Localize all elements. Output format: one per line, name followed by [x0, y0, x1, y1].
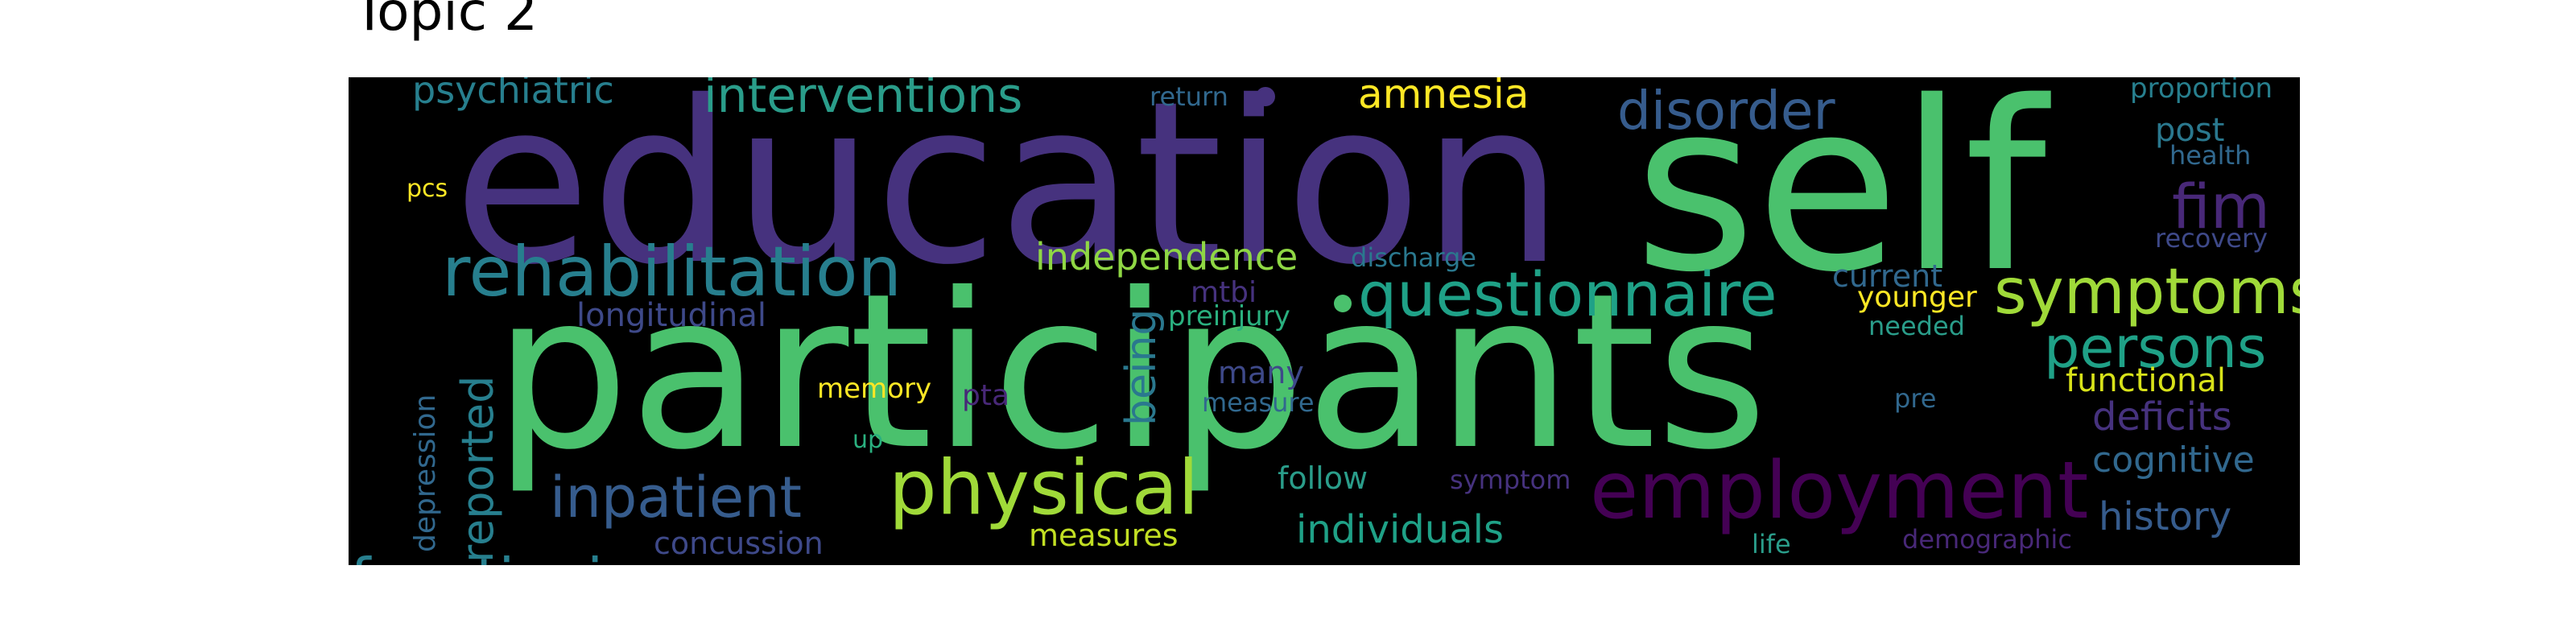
- word: recovery: [2155, 223, 2268, 254]
- word: health: [2169, 140, 2252, 171]
- word: questionnaire: [1358, 258, 1777, 330]
- word: rehabilitation: [442, 232, 902, 312]
- word: fim: [2172, 171, 2270, 242]
- word: pre: [1894, 383, 1937, 414]
- word: participants: [493, 247, 1768, 497]
- word: independence: [1035, 235, 1298, 279]
- word: pcs: [407, 175, 448, 203]
- word: persons: [2044, 315, 2267, 381]
- word: longitudinal: [576, 297, 766, 334]
- word: psychiatric: [412, 77, 614, 112]
- word: follow: [1278, 460, 1368, 496]
- word: individuals: [1296, 507, 1504, 552]
- word: amnesia: [1358, 77, 1530, 118]
- word: return: [1150, 81, 1228, 112]
- word: pta: [962, 379, 1010, 412]
- word: preinjury: [1168, 300, 1290, 332]
- word: interventions: [704, 77, 1023, 124]
- word: proportion: [2130, 77, 2273, 105]
- word: current: [1832, 258, 1943, 294]
- word: functioning: [350, 551, 676, 565]
- word: employment: [1590, 445, 2089, 537]
- word: education: [453, 77, 1564, 314]
- word: disorder: [1617, 80, 1835, 142]
- word: memory: [817, 373, 932, 405]
- dot-mark: [1334, 295, 1352, 312]
- word: discharge: [1351, 242, 1476, 273]
- word: depression: [409, 394, 442, 552]
- word: concussion: [654, 526, 824, 561]
- word: demographic: [1902, 524, 2072, 555]
- word-cloud: education self participants rehabilitati…: [349, 77, 2300, 565]
- word: many: [1218, 355, 1304, 390]
- word: functional: [2066, 362, 2227, 399]
- word: up: [852, 426, 884, 454]
- word: self: [1634, 77, 2047, 324]
- word: mtbi: [1191, 276, 1257, 309]
- word: deficits: [2092, 394, 2232, 440]
- dot-mark: [1256, 87, 1275, 106]
- word: history: [2099, 494, 2232, 539]
- word: needed: [1868, 311, 1965, 341]
- word: being: [1117, 308, 1166, 426]
- word: measures: [1029, 518, 1179, 553]
- word: cognitive: [2092, 440, 2255, 481]
- word: life: [1752, 529, 1791, 559]
- chart-title: Topic 2: [353, 0, 538, 43]
- word: younger: [1857, 281, 1977, 314]
- word: physical: [889, 444, 1199, 532]
- word: post: [2155, 112, 2225, 149]
- word: symptom: [1450, 464, 1571, 495]
- word: measure: [1202, 387, 1315, 418]
- word: symptoms: [1994, 256, 2300, 328]
- word: reported: [452, 375, 503, 563]
- word: inpatient: [550, 464, 802, 530]
